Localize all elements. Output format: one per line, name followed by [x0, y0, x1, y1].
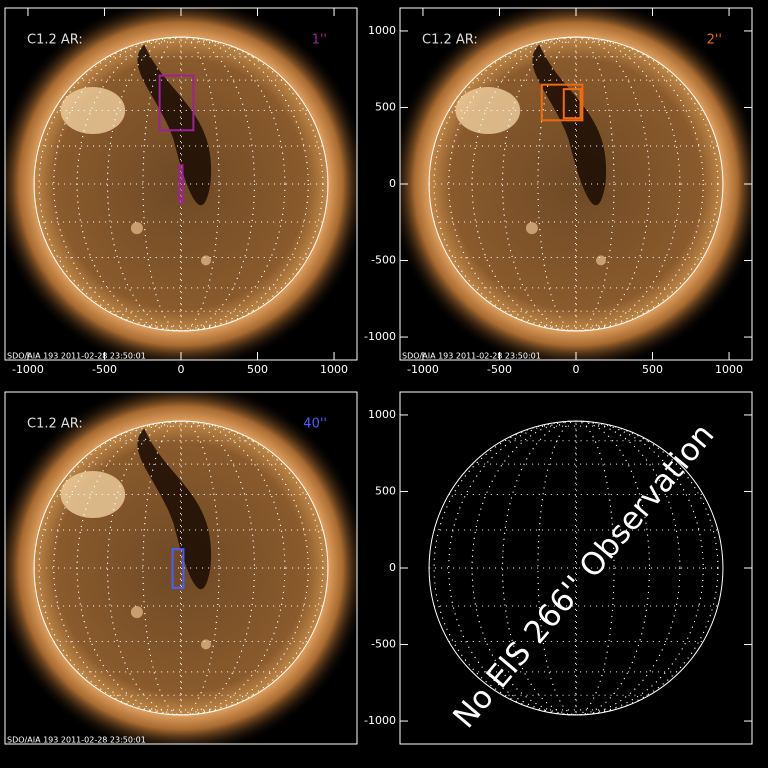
- footer: SDO/AIA 193 2011-02-28 23:50:01: [402, 352, 541, 361]
- y-tick-label: 0: [389, 561, 396, 574]
- image: [428, 420, 724, 716]
- footer: SDO/AIA 193 2011-02-28 23:50:01: [7, 352, 146, 361]
- y-tick-label: -1000: [364, 714, 396, 727]
- meridian: [76, 420, 286, 716]
- meridian: [107, 36, 255, 332]
- slit-box: [540, 83, 584, 122]
- meridian: [471, 36, 681, 332]
- bright-point: [130, 606, 143, 619]
- y-tick-label: -1000: [364, 330, 396, 343]
- slit-label: 40'': [303, 417, 327, 432]
- y-tick-label: -500: [371, 638, 396, 651]
- meridian: [575, 420, 577, 716]
- meridian: [448, 36, 704, 332]
- panel: C1.2 AR: 40'' SDO/AIA 193 2011-02-28 23:50…: [4, 391, 358, 745]
- y-tick-label: 500: [375, 484, 396, 497]
- bright-point: [595, 255, 606, 266]
- bright-point: [130, 222, 143, 235]
- meridian: [53, 36, 309, 332]
- bright-point: [525, 222, 538, 235]
- active-region: [455, 87, 521, 135]
- x-tick-label: 0: [573, 363, 580, 376]
- active-region: [60, 87, 126, 135]
- panel-label: C1.2 AR:: [27, 33, 83, 48]
- meridian: [53, 420, 309, 716]
- x-tick-label: 1000: [320, 363, 348, 376]
- y-tick-label: 1000: [368, 24, 396, 37]
- meridian: [448, 420, 704, 716]
- coronal-hole: [137, 428, 212, 590]
- x-tick-label: 500: [247, 363, 268, 376]
- x-tick-label: 1000: [715, 363, 743, 376]
- coronal-hole: [137, 44, 212, 206]
- y-tick-label: 0: [389, 177, 396, 190]
- x-tick-label: -1000: [407, 363, 439, 376]
- meridian: [502, 420, 650, 716]
- y-tick-label: 500: [375, 100, 396, 113]
- active-region: [60, 471, 126, 519]
- meridian: [471, 420, 681, 716]
- meridian: [502, 36, 650, 332]
- bright-point: [200, 255, 211, 266]
- x-tick-label: -500: [487, 363, 512, 376]
- slit-label: 2'': [707, 33, 722, 48]
- y-tick-label: 1000: [368, 408, 396, 421]
- meridian: [575, 36, 577, 332]
- slit-box: [178, 164, 184, 204]
- x-tick-label: 500: [642, 363, 663, 376]
- y-tick-label: -500: [371, 254, 396, 267]
- meridian: [180, 420, 182, 716]
- frame: [4, 391, 358, 745]
- image: [5, 8, 357, 360]
- image: [5, 392, 357, 744]
- panel-label: C1.2 AR:: [422, 33, 478, 48]
- bright-point: [200, 639, 211, 650]
- meridian: [107, 420, 255, 716]
- meridian: [76, 36, 286, 332]
- panel: -1000 -500 0 500 1000 -1000 -500 0 500 1000 C1.2 A…: [364, 7, 753, 376]
- image: [400, 8, 752, 360]
- x-tick-label: -1000: [12, 363, 44, 376]
- panel: -1000 -500 0 500 1000 C1.2 AR: 1'' SDO/AIA 193 …: [4, 7, 358, 376]
- x-tick-label: -500: [92, 363, 117, 376]
- slit-box: [158, 74, 195, 132]
- panel-label: C1.2 AR:: [27, 417, 83, 432]
- slit-box: [171, 548, 185, 589]
- footer: SDO/AIA 193 2011-02-28 23:50:01: [7, 736, 146, 745]
- x-tick-label: 0: [178, 363, 185, 376]
- slit-label: 1'': [312, 33, 327, 48]
- slit-box: [562, 88, 582, 120]
